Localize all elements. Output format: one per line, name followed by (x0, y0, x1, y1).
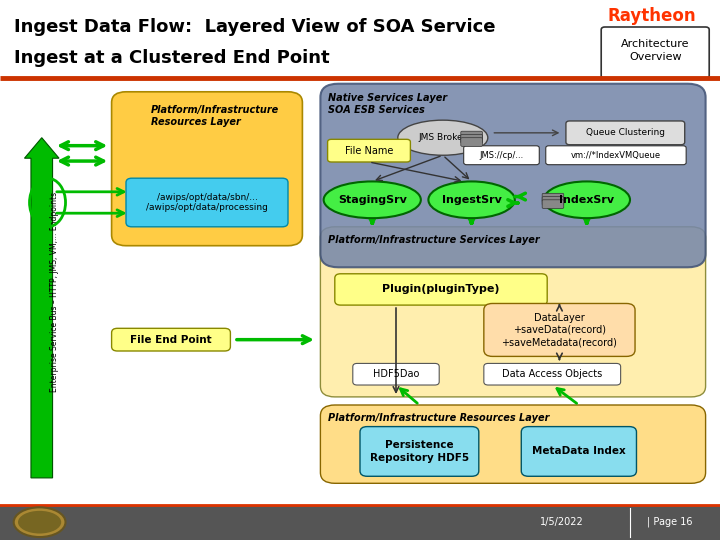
Text: MetaData Index: MetaData Index (532, 447, 626, 456)
FancyBboxPatch shape (461, 134, 482, 143)
FancyBboxPatch shape (320, 405, 706, 483)
FancyBboxPatch shape (0, 505, 720, 540)
Text: Platform/Infrastructure
Resources Layer: Platform/Infrastructure Resources Layer (151, 105, 279, 127)
Text: vm://*IndexVMQueue: vm://*IndexVMQueue (571, 151, 661, 160)
Ellipse shape (18, 511, 61, 534)
Text: DataLayer
+saveData(record)
+saveMetadata(record): DataLayer +saveData(record) +saveMetadat… (502, 313, 617, 347)
Text: Queue Clustering: Queue Clustering (586, 129, 665, 137)
Text: Ingest at a Clustered End Point: Ingest at a Clustered End Point (14, 49, 330, 67)
FancyBboxPatch shape (112, 328, 230, 351)
FancyBboxPatch shape (353, 363, 439, 385)
Ellipse shape (397, 120, 488, 156)
Text: JMS Broker: JMS Broker (418, 133, 467, 142)
Text: StagingSrv: StagingSrv (338, 195, 407, 205)
Text: Native Services Layer
SOA ESB Services: Native Services Layer SOA ESB Services (328, 93, 446, 115)
Text: HDF5Dao: HDF5Dao (373, 369, 419, 379)
FancyBboxPatch shape (320, 227, 706, 397)
Ellipse shape (14, 508, 66, 537)
Text: /awips/opt/data/sbn/...
/awips/opt/data/processing: /awips/opt/data/sbn/... /awips/opt/data/… (146, 193, 268, 212)
FancyBboxPatch shape (484, 303, 635, 356)
Ellipse shape (428, 181, 515, 218)
FancyBboxPatch shape (546, 146, 686, 165)
FancyArrow shape (24, 138, 59, 478)
FancyBboxPatch shape (0, 78, 720, 505)
Text: JMS://cp/...: JMS://cp/... (480, 151, 523, 160)
FancyBboxPatch shape (542, 200, 564, 208)
FancyBboxPatch shape (328, 139, 410, 162)
Text: 1/5/2022: 1/5/2022 (540, 517, 583, 527)
Text: | Page 16: | Page 16 (647, 517, 693, 528)
Text: File Name: File Name (345, 146, 393, 156)
FancyBboxPatch shape (521, 427, 636, 476)
Text: Ingest Data Flow:  Layered View of SOA Service: Ingest Data Flow: Layered View of SOA Se… (14, 18, 496, 36)
Text: Persistence
Repository HDF5: Persistence Repository HDF5 (370, 440, 469, 463)
Text: Enterprise Service Bus – HTTP, JMS, VM,… Endpoints: Enterprise Service Bus – HTTP, JMS, VM,…… (50, 192, 59, 392)
Ellipse shape (544, 181, 630, 218)
Text: Architecture
Overview: Architecture Overview (621, 39, 690, 62)
FancyBboxPatch shape (601, 27, 709, 78)
FancyBboxPatch shape (461, 131, 482, 140)
FancyBboxPatch shape (464, 146, 539, 165)
Ellipse shape (324, 181, 421, 218)
FancyBboxPatch shape (484, 363, 621, 385)
FancyBboxPatch shape (335, 274, 547, 305)
Text: Data Access Objects: Data Access Objects (502, 369, 603, 379)
Text: IngestSrv: IngestSrv (441, 195, 502, 205)
FancyBboxPatch shape (566, 121, 685, 145)
FancyBboxPatch shape (461, 138, 482, 146)
FancyBboxPatch shape (542, 193, 564, 202)
FancyBboxPatch shape (360, 427, 479, 476)
Text: Raytheon: Raytheon (607, 7, 696, 25)
Text: Platform/Infrastructure Services Layer: Platform/Infrastructure Services Layer (328, 235, 539, 246)
Text: File End Point: File End Point (130, 335, 212, 345)
Text: Platform/Infrastructure Resources Layer: Platform/Infrastructure Resources Layer (328, 413, 549, 423)
FancyBboxPatch shape (320, 84, 706, 267)
Text: IndexSrv: IndexSrv (559, 195, 614, 205)
FancyBboxPatch shape (0, 0, 720, 78)
Text: Plugin(pluginType): Plugin(pluginType) (382, 285, 500, 294)
FancyBboxPatch shape (126, 178, 288, 227)
FancyBboxPatch shape (542, 197, 564, 205)
FancyBboxPatch shape (112, 92, 302, 246)
